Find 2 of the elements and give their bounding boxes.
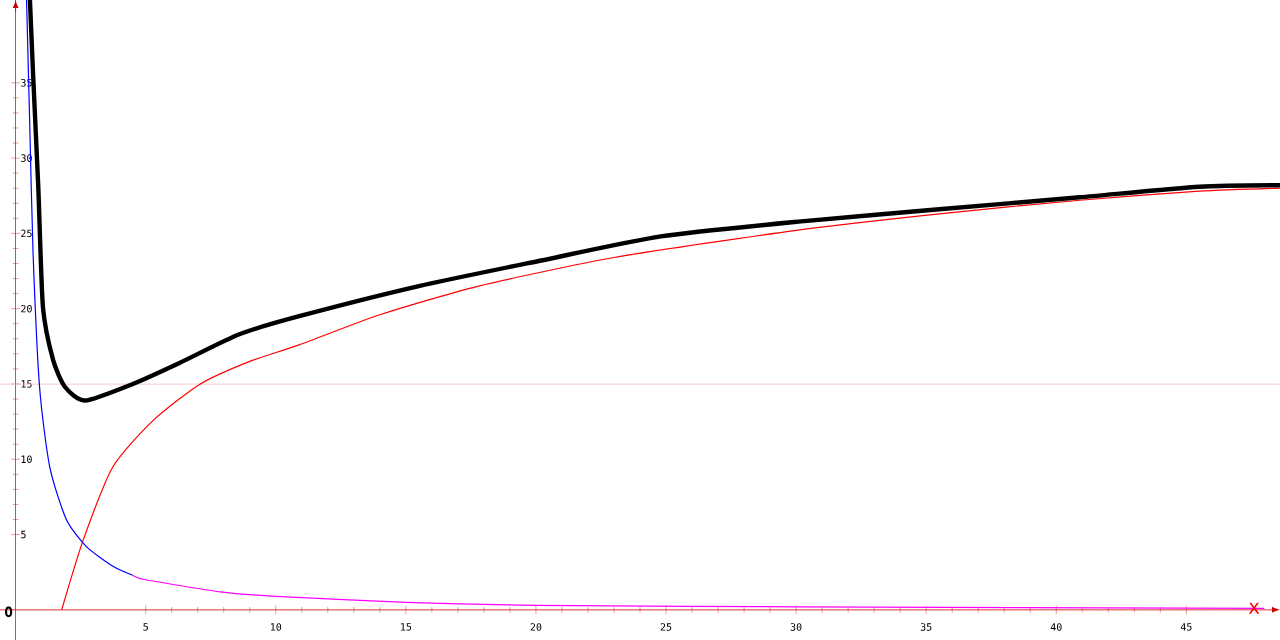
line-series bbox=[25, 0, 134, 576]
line-series bbox=[61, 187, 1280, 611]
